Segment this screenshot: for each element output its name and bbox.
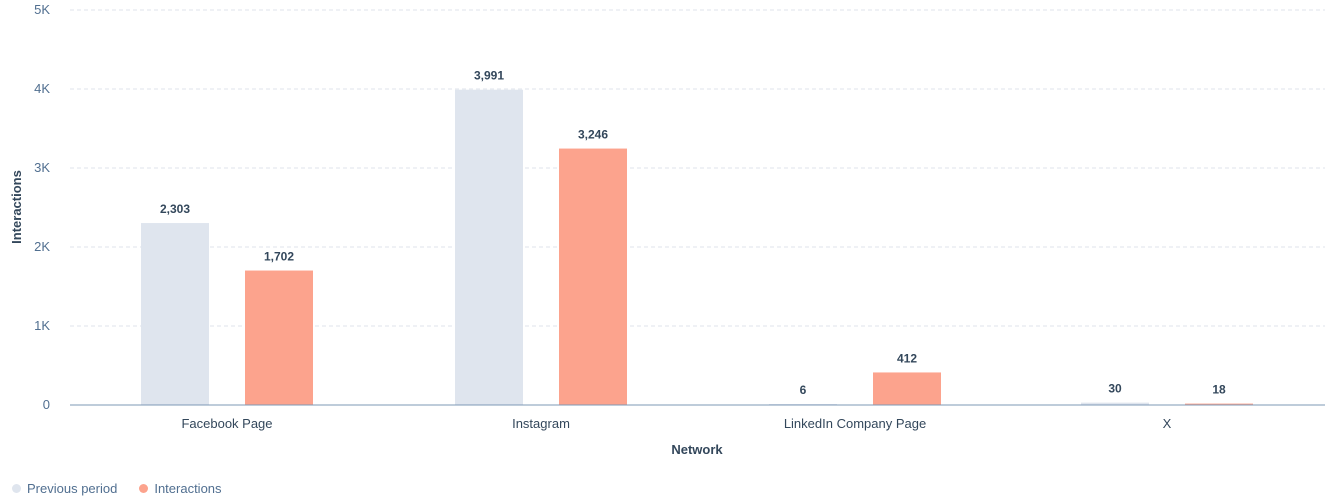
y-tick-label: 1K xyxy=(34,318,50,333)
data-label: 1,702 xyxy=(264,250,294,264)
bar-previous-period xyxy=(1081,402,1149,405)
data-label: 2,303 xyxy=(160,202,190,216)
bar-interactions xyxy=(245,270,313,405)
x-tick-label: Instagram xyxy=(512,416,570,431)
data-label: 30 xyxy=(1108,382,1122,396)
x-axis-ticks: Facebook Page Instagram LinkedIn Company P… xyxy=(181,416,1171,431)
data-labels: 2,303 1,702 3,991 3,246 6 412 30 18 xyxy=(160,69,1226,397)
bars xyxy=(141,89,1253,406)
y-axis-title: Interactions xyxy=(9,170,24,244)
y-tick-label: 5K xyxy=(34,2,50,17)
bar-interactions xyxy=(1185,403,1253,405)
legend-label-previous-period: Previous period xyxy=(27,481,118,496)
bar-interactions xyxy=(559,148,627,406)
data-label: 6 xyxy=(800,383,807,397)
x-tick-label: Facebook Page xyxy=(181,416,272,431)
y-tick-label: 4K xyxy=(34,81,50,96)
y-axis-ticks: 0 1K 2K 3K 4K 5K xyxy=(34,2,50,412)
data-label: 18 xyxy=(1212,383,1226,397)
bar-previous-period xyxy=(141,223,209,405)
x-tick-label: LinkedIn Company Page xyxy=(784,416,926,431)
data-label: 412 xyxy=(897,351,917,365)
legend: Previous period Interactions xyxy=(12,481,222,496)
legend-swatch-interactions xyxy=(139,484,149,493)
y-tick-label: 3K xyxy=(34,160,50,175)
bar-interactions xyxy=(873,372,941,405)
legend-item-interactions[interactable]: Interactions xyxy=(139,481,222,496)
gridlines xyxy=(70,9,1325,327)
data-label: 3,991 xyxy=(474,69,504,83)
y-tick-label: 2K xyxy=(34,239,50,254)
x-axis-title: Network xyxy=(671,442,723,457)
data-label: 3,246 xyxy=(578,128,608,142)
legend-label-interactions: Interactions xyxy=(154,481,222,496)
bar-chart: 0 1K 2K 3K 4K 5K 2,303 1,702 3,991 3,246 6 412 30 18… xyxy=(9,2,1325,457)
x-tick-label: X xyxy=(1163,416,1172,431)
legend-item-previous-period[interactable]: Previous period xyxy=(12,481,117,496)
bar-previous-period xyxy=(455,89,523,405)
legend-swatch-previous-period xyxy=(12,484,21,493)
y-tick-label: 0 xyxy=(43,397,50,412)
